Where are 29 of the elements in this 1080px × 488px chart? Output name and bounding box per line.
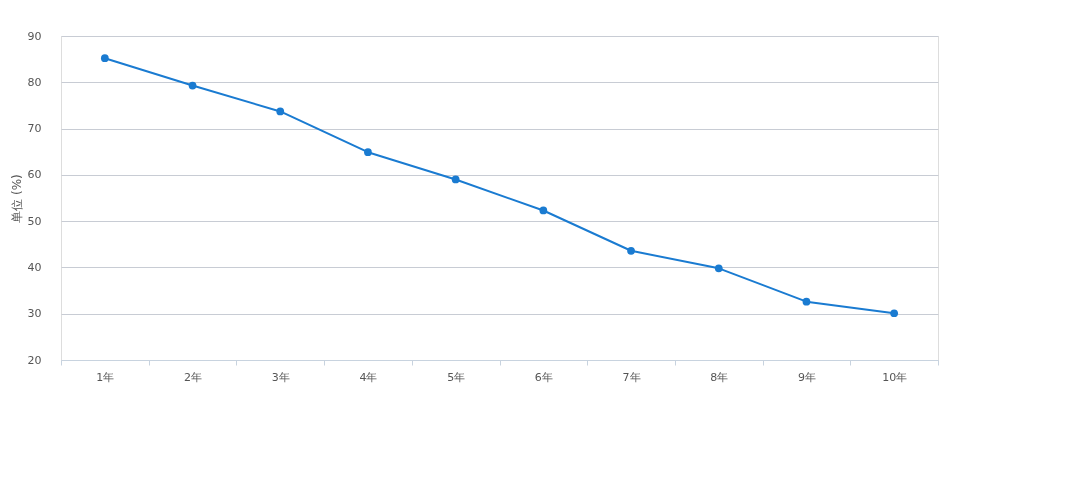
y-tick-label: 90: [27, 29, 42, 43]
x-tick-label: 6年: [534, 370, 553, 384]
x-tick-label: 7年: [622, 370, 641, 384]
x-tick-label: 4年: [359, 370, 378, 384]
x-tick-label: 3年: [271, 370, 290, 384]
point: [364, 148, 372, 157]
point: [100, 54, 109, 63]
x-tick-label: 2年: [184, 370, 203, 384]
y-tick-label: 40: [27, 260, 42, 274]
y-tick-label: 30: [27, 307, 42, 321]
x-tick-label: 10年: [882, 370, 908, 384]
y-tick-label: 70: [27, 122, 42, 136]
point: [627, 246, 635, 255]
y-tick-label: 60: [27, 168, 42, 182]
point: [276, 107, 285, 116]
point: [802, 297, 811, 306]
point: [539, 206, 548, 215]
y-tick-label: 80: [27, 75, 42, 89]
y-tick-label: 50: [27, 214, 42, 228]
point: [714, 264, 723, 273]
point: [188, 81, 197, 90]
y-axis-title: 单位 (%): [9, 174, 24, 223]
x-tick-label: 9年: [797, 370, 816, 384]
x-tick-label: 8年: [710, 370, 729, 384]
y-tick-label: 20: [27, 353, 42, 367]
point: [451, 175, 460, 184]
x-tick-label: 1年: [96, 370, 115, 384]
point: [890, 309, 899, 318]
x-tick-label: 5年: [447, 370, 466, 384]
